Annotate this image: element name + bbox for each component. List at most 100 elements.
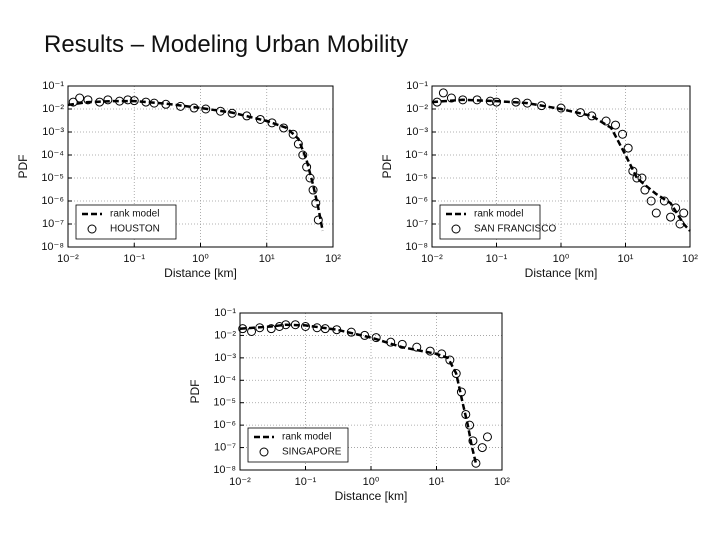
legend-swatch — [87, 224, 97, 234]
data-point — [129, 96, 139, 106]
x-tick-label: 10¹ — [618, 253, 634, 265]
y-tick-label: 10⁻⁵ — [41, 172, 64, 184]
y-tick-label: 10⁻⁷ — [214, 441, 236, 453]
y-tick-label: 10⁻¹ — [406, 80, 428, 92]
legend-label: rank model — [110, 209, 159, 220]
data-point — [227, 108, 237, 118]
y-tick-label: 10⁻² — [406, 103, 428, 115]
data-point — [305, 173, 315, 183]
chart: 10⁻² 10⁻¹ 10⁰ 10¹ 10² 10⁻⁸ 10⁻⁷ 10⁻⁶ 10⁻⁵ 10⁻⁴ 10⁻… — [380, 80, 698, 280]
data-point — [332, 325, 342, 335]
data-point — [477, 443, 487, 453]
legend-label: HOUSTON — [110, 224, 160, 235]
data-point — [492, 97, 501, 107]
y-tick-label: 10⁻³ — [406, 126, 428, 138]
data-point — [75, 93, 85, 103]
legend-box — [439, 204, 541, 240]
data-point — [255, 114, 265, 124]
y-tick-label: 10⁻⁷ — [406, 218, 428, 230]
data-point — [646, 196, 656, 206]
data-point — [437, 349, 447, 359]
data-point — [149, 98, 159, 108]
data-point — [247, 326, 257, 336]
data-point — [313, 215, 323, 225]
y-tick-label: 10⁻⁶ — [41, 195, 64, 207]
legend-swatch — [259, 447, 269, 457]
x-axis-label: Distance [km] — [525, 266, 598, 280]
data-point — [659, 196, 669, 206]
data-point — [472, 95, 482, 105]
y-tick-label: 10⁻² — [42, 103, 64, 115]
y-tick-label: 10⁻⁵ — [213, 397, 236, 409]
data-point — [637, 173, 647, 183]
data-point — [242, 111, 252, 121]
slide-title: Results – Modeling Urban Mobility — [44, 31, 408, 58]
data-point — [176, 101, 186, 111]
data-point — [274, 322, 284, 332]
x-tick-label: 10⁰ — [553, 253, 570, 265]
data-point — [446, 93, 456, 103]
y-tick-label: 10⁻⁴ — [213, 374, 236, 386]
data-point — [651, 208, 661, 218]
data-point — [281, 320, 291, 330]
data-point — [360, 330, 370, 340]
data-point — [618, 129, 628, 139]
data-point — [675, 219, 685, 229]
y-tick-label: 10⁻¹ — [214, 307, 236, 319]
chart: 10⁻² 10⁻¹ 10⁰ 10¹ 10² 10⁻⁸ 10⁻⁷ 10⁻⁶ 10⁻⁵ 10⁻⁴ 10⁻… — [188, 307, 510, 503]
data-point — [623, 143, 633, 153]
plot-frame — [67, 85, 334, 248]
y-tick-label: 10⁻³ — [214, 352, 236, 364]
x-tick-label: 10¹ — [429, 476, 445, 488]
legend-label: SAN FRANCISCO — [474, 224, 556, 235]
x-tick-label: 10² — [325, 253, 341, 265]
data-point — [123, 95, 133, 105]
data-point — [471, 458, 481, 468]
y-tick-label: 10⁻⁴ — [405, 149, 428, 161]
data-point — [438, 88, 448, 98]
y-tick-label: 10⁻⁶ — [405, 195, 428, 207]
x-tick-label: 10⁻¹ — [486, 253, 508, 265]
data-point — [386, 337, 396, 347]
y-axis-label: PDF — [380, 155, 394, 179]
data-point — [301, 322, 310, 332]
data-point — [308, 185, 318, 195]
y-tick-label: 10⁻⁵ — [405, 172, 428, 184]
plot-frame — [431, 85, 691, 248]
data-point — [556, 103, 566, 113]
data-point — [445, 355, 455, 365]
data-point — [412, 342, 422, 352]
data-point — [215, 106, 225, 116]
data-point — [189, 103, 199, 113]
y-tick-label: 10⁻⁸ — [213, 464, 236, 476]
data-point — [485, 96, 495, 106]
y-tick-label: 10⁻⁴ — [41, 149, 64, 161]
data-point — [537, 101, 547, 111]
data-point — [451, 369, 461, 379]
data-point — [266, 324, 276, 334]
x-tick-label: 10⁻¹ — [295, 476, 317, 488]
data-point — [346, 327, 356, 337]
data-point — [288, 129, 298, 139]
data-point — [456, 387, 466, 397]
x-tick-label: 10² — [494, 476, 510, 488]
data-point — [465, 420, 475, 430]
data-point — [679, 208, 689, 218]
x-tick-label: 10⁰ — [363, 476, 380, 488]
legend-label: SINGAPORE — [282, 447, 342, 458]
data-point — [628, 166, 638, 176]
data-point — [458, 95, 468, 105]
data-point — [522, 98, 532, 108]
data-point — [161, 99, 171, 109]
data-point — [267, 118, 277, 128]
data-point — [468, 436, 478, 446]
legend-label: rank model — [474, 209, 523, 220]
data-point — [290, 320, 300, 330]
data-point — [279, 123, 289, 133]
data-point — [95, 97, 105, 107]
data-point — [298, 150, 308, 160]
data-point — [425, 346, 435, 356]
data-point — [83, 95, 93, 105]
